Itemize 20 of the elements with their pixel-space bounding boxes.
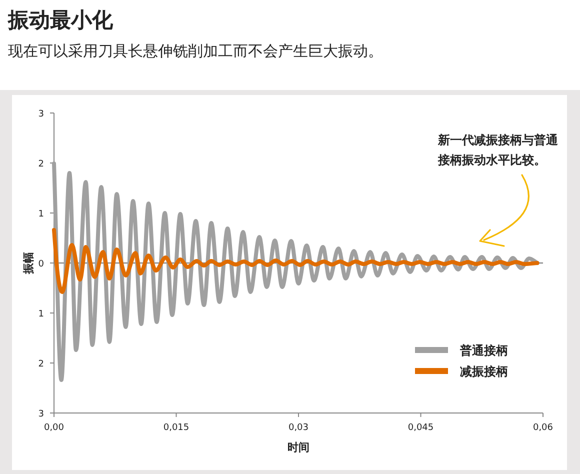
chart-subtitle: 现在可以采用刀具长悬伸铣削加工而不会产生巨大振动。 xyxy=(8,42,384,61)
y-tick-label: 0 xyxy=(38,260,44,270)
y-tick-label: 2 xyxy=(38,160,44,170)
x-tick-label: 0,045 xyxy=(408,423,434,433)
y-axis-title: 振幅 xyxy=(22,252,35,275)
legend-label: 普通接柄 xyxy=(459,344,508,358)
line-series xyxy=(52,228,540,294)
x-tick-label: 0,06 xyxy=(532,423,554,433)
annotation: 新一代减振接柄与普通接柄振动水平比较。 xyxy=(438,132,559,169)
y-tick-label: 3 xyxy=(38,410,44,420)
x-axis-title: 时间 xyxy=(288,441,310,454)
y-tick-label: 1 xyxy=(38,210,44,220)
y-tick-label: 2 xyxy=(38,360,44,370)
y-tick-label: 1 xyxy=(38,310,44,320)
x-tick-label: 0,00 xyxy=(44,423,64,433)
chart-title: 振动最小化 xyxy=(8,7,114,34)
x-tick-label: 0,015 xyxy=(163,423,190,433)
y-tick-label: 3 xyxy=(38,110,44,120)
legend-label: 减振接柄 xyxy=(460,364,508,378)
x-tick-label: 0,03 xyxy=(288,423,309,433)
